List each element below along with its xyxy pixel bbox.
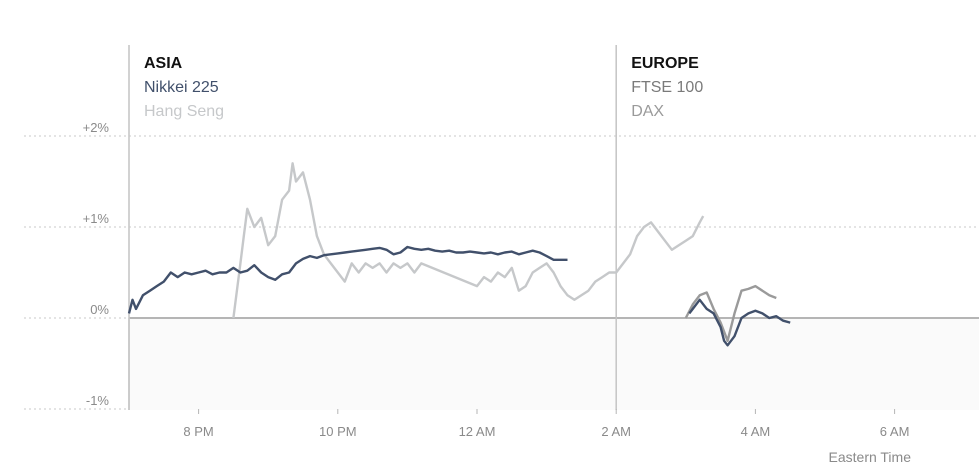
x-tick-label: 10 PM [319,424,357,439]
region-series-label: DAX [631,103,664,120]
region-series-label: Nikkei 225 [144,79,219,96]
y-gridlines [24,135,979,410]
region-title: EUROPE [631,55,699,72]
series-lines [127,162,791,347]
y-tick-label: +2% [83,120,110,135]
region-series-label: FTSE 100 [631,79,703,96]
x-tick-label: 12 AM [459,424,496,439]
y-tick-label: 0% [90,302,109,317]
series-line-ftse-100 [688,298,791,347]
x-tick-labels: 8 PM 10 PM 12 AM 2 AM 4 AM 6 AM [128,318,910,439]
region-title: ASIA [144,55,183,72]
y-tick-label: +1% [83,211,110,226]
region-series-label: Hang Seng [144,103,224,120]
series-line-nikkei-225 [127,245,568,314]
series-line-hang-seng [232,162,705,319]
x-axis-label: Eastern Time [829,449,912,465]
y-tick-label: -1% [86,393,110,408]
x-tick-label: 8 PM [183,424,213,439]
region-labels: ASIA Nikkei 225 Hang Seng EUROPE FTSE 100 DAX [144,55,703,120]
x-tick-label: 6 AM [880,424,910,439]
x-tick-label: 4 AM [741,424,771,439]
negative-band [129,319,979,410]
x-tick-label: 2 AM [601,424,631,439]
series-line-dax [684,284,777,342]
y-tick-labels: +2% +1% 0% -1% [83,120,110,408]
